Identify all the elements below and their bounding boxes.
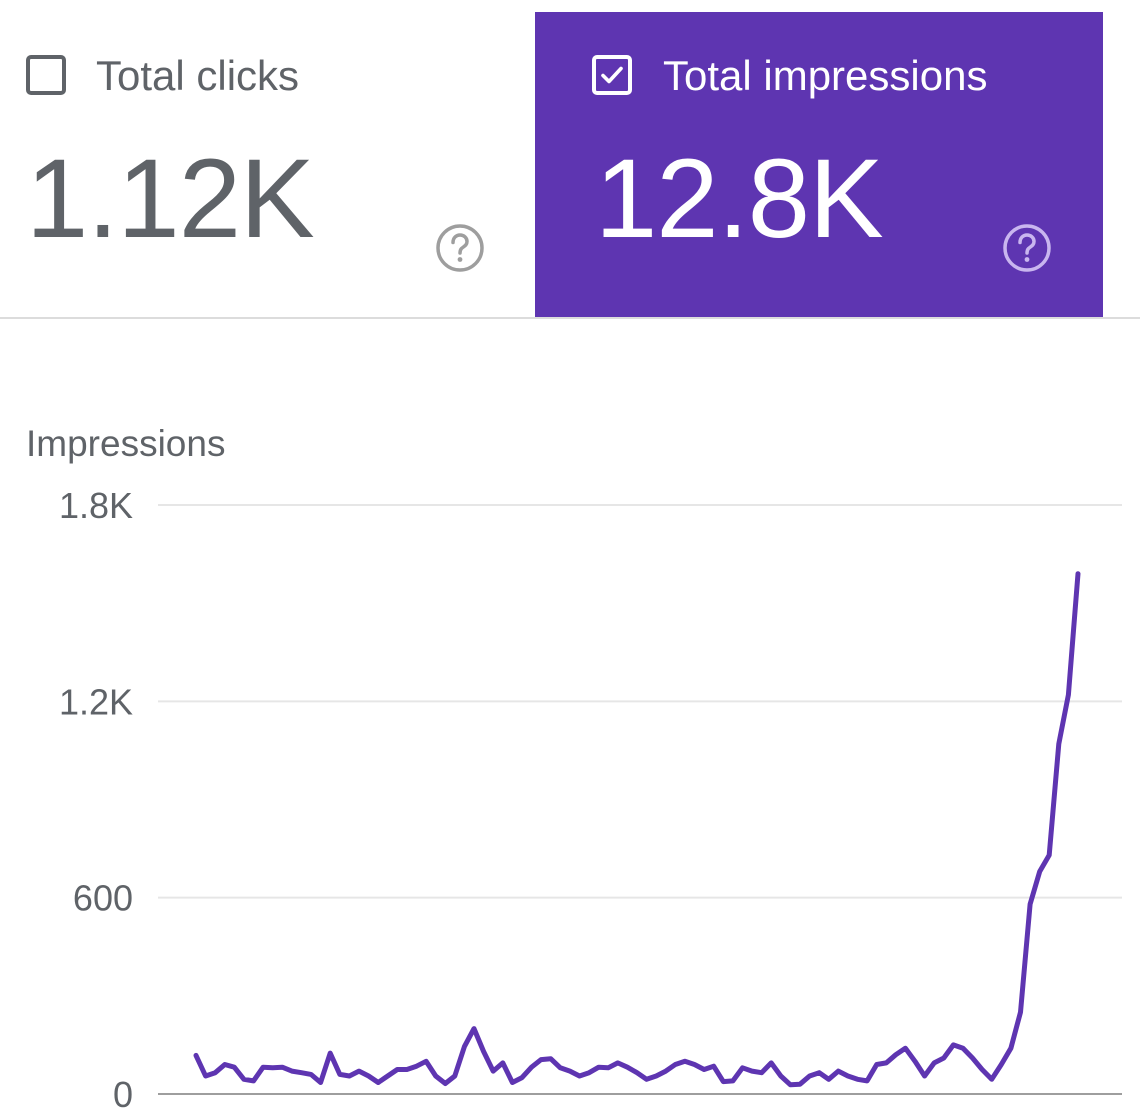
chart-title: Impressions: [26, 423, 226, 464]
total-impressions-label: Total impressions: [663, 52, 988, 99]
total-clicks-label: Total clicks: [96, 52, 300, 99]
cards-divider: [0, 317, 1140, 319]
checkmark-icon: [601, 66, 623, 84]
total-impressions-checkbox[interactable]: [592, 55, 632, 95]
help-circle-icon[interactable]: [1001, 222, 1053, 274]
total-clicks-card[interactable]: Total clicks 1.12K: [0, 12, 535, 318]
y-tick-label: 600: [73, 878, 133, 919]
total-impressions-card[interactable]: Total impressions 12.8K: [535, 12, 1103, 318]
total-clicks-checkbox[interactable]: [26, 55, 66, 95]
help-circle-icon[interactable]: [434, 222, 486, 274]
y-tick-label: 1.8K: [59, 485, 133, 526]
y-tick-label: 0: [113, 1074, 133, 1108]
total-clicks-value: 1.12K: [26, 136, 315, 261]
total-impressions-value: 12.8K: [595, 136, 884, 261]
y-tick-label: 1.2K: [59, 681, 133, 722]
series-line-impressions: [193, 571, 1081, 1088]
metric-cards: Total clicks 1.12K Total impressions 12.…: [0, 0, 1140, 320]
